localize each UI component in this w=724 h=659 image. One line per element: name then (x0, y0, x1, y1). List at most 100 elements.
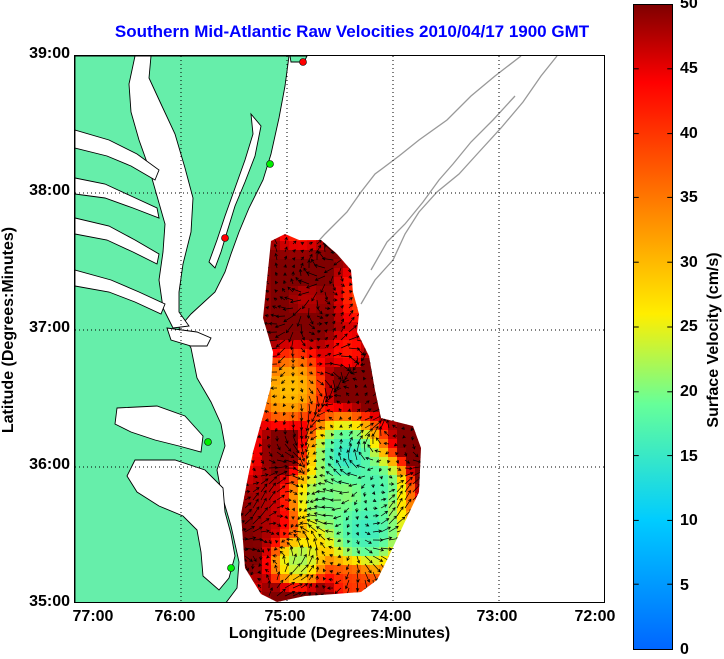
velocity-arrow (252, 506, 260, 517)
velocity-arrow (410, 435, 415, 441)
velocity-cell (325, 385, 335, 395)
velocity-arrow (247, 291, 254, 300)
velocity-cell (397, 556, 407, 566)
velocity-cell (241, 412, 245, 422)
velocity-arrow (372, 267, 378, 274)
velocity-arrow (380, 315, 384, 325)
velocity-cell (244, 439, 254, 449)
velocity-arrow (300, 467, 305, 475)
colorbar-tick-label: 40 (680, 125, 698, 142)
velocity-arrow (292, 591, 302, 597)
velocity-arrow (283, 315, 294, 323)
velocity-arrow (241, 413, 247, 421)
velocity-cell (334, 439, 344, 449)
velocity-arrow (317, 481, 326, 486)
velocity-cell (271, 394, 281, 404)
velocity-cell (316, 394, 326, 404)
velocity-arrow (396, 516, 406, 525)
velocity-arrow (419, 531, 421, 536)
velocity-arrow (417, 395, 421, 399)
x-axis-label: Longitude (Degrees:Minutes) (228, 625, 451, 642)
velocity-cell (244, 475, 254, 485)
velocity-arrow (320, 541, 326, 549)
velocity-cell (280, 493, 290, 503)
velocity-cell (343, 322, 353, 332)
velocity-arrow (356, 267, 360, 271)
velocity-cell (379, 493, 389, 503)
velocity-cell (289, 520, 299, 530)
velocity-cell (379, 529, 389, 539)
velocity-arrow (234, 347, 237, 350)
velocity-arrow (264, 562, 270, 566)
velocity-arrow (241, 307, 245, 317)
velocity-cell (406, 367, 416, 377)
velocity-arrow (244, 536, 257, 541)
x-tick-label: 73:00 (476, 608, 518, 625)
velocity-cell (271, 574, 281, 584)
velocity-arrow (242, 359, 246, 365)
velocity-cell (262, 234, 272, 242)
velocity-arrow (241, 459, 246, 464)
velocity-cell (271, 565, 281, 575)
velocity-cell (307, 340, 317, 350)
velocity-arrow (336, 400, 342, 405)
velocity-arrow (380, 275, 386, 287)
velocity-arrow (330, 448, 334, 453)
velocity-arrow (321, 458, 326, 462)
velocity-cell (241, 259, 245, 269)
velocity-cell (316, 511, 326, 521)
velocity-cell (424, 313, 434, 323)
velocity-cell (307, 403, 317, 413)
velocity-arrow (274, 252, 278, 261)
velocity-cell (241, 457, 245, 467)
velocity-arrow (276, 571, 281, 581)
velocity-arrow (398, 281, 406, 285)
velocity-arrow (393, 578, 398, 582)
velocity-arrow (300, 583, 309, 589)
velocity-arrow (395, 393, 399, 405)
velocity-cell (424, 421, 434, 431)
velocity-arrow (276, 504, 285, 509)
velocity-cell (424, 511, 434, 521)
velocity-cell (415, 394, 421, 404)
velocity-arrow (343, 385, 350, 389)
velocity-cell (361, 412, 371, 422)
velocity-arrow (300, 544, 304, 557)
velocity-arrow (307, 483, 311, 488)
velocity-arrow (256, 361, 262, 373)
velocity-cell (244, 250, 254, 260)
velocity-arrow (401, 345, 414, 349)
velocity-arrow (259, 555, 263, 561)
velocity-arrow (387, 467, 391, 472)
velocity-arrow (419, 254, 421, 261)
velocity-cell (361, 234, 371, 242)
velocity-arrow (343, 457, 350, 469)
velocity-arrow (258, 563, 262, 567)
velocity-cell (343, 457, 353, 467)
velocity-cell (361, 304, 371, 314)
velocity-cell (424, 259, 434, 269)
velocity-cell (379, 538, 389, 548)
velocity-arrow (283, 255, 288, 261)
velocity-arrow (241, 450, 246, 454)
velocity-arrow (396, 480, 405, 485)
velocity-cell (325, 457, 335, 467)
velocity-arrow (333, 515, 342, 520)
velocity-arrow (330, 432, 335, 437)
velocity-arrow (308, 346, 314, 350)
velocity-arrow (252, 492, 259, 501)
velocity-arrow (397, 272, 406, 277)
velocity-arrow (308, 338, 315, 343)
velocity-arrow (299, 387, 304, 393)
velocity-cell (334, 313, 344, 323)
velocity-arrow (250, 411, 254, 421)
velocity-arrow (372, 291, 383, 297)
velocity-arrow (244, 489, 251, 494)
velocity-arrow (386, 267, 398, 274)
velocity-arrow (412, 502, 421, 509)
velocity-cell (361, 241, 371, 251)
velocity-cell (262, 466, 272, 476)
velocity-arrow (412, 459, 421, 464)
velocity-arrow (355, 531, 359, 536)
velocity-cell (325, 376, 335, 386)
